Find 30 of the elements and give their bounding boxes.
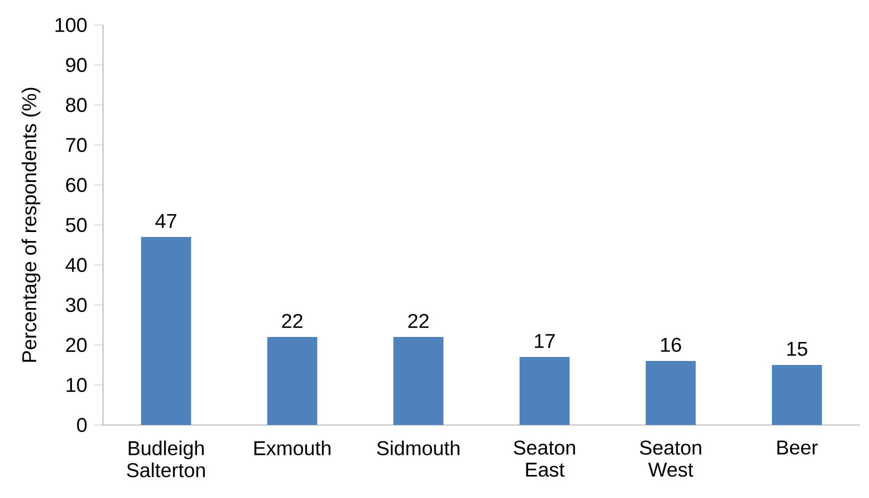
data-label: 22: [282, 314, 302, 328]
x-tick-label: Seaton West: [640, 440, 702, 477]
bar: [772, 364, 822, 425]
y-tick-label: 70: [66, 138, 87, 152]
data-label: 16: [661, 338, 681, 352]
data-label: 15: [787, 342, 808, 356]
y-tick-label: 50: [66, 218, 87, 232]
x-tick-label: Beer: [777, 440, 818, 455]
y-tick-label: 60: [66, 178, 87, 192]
y-axis-title: Percentage of respondents (%): [22, 88, 40, 362]
data-label: 22: [408, 314, 429, 328]
y-tick-label: 0: [77, 418, 87, 432]
y-tick-label: 30: [66, 298, 87, 312]
x-tick-label: Sidmouth: [377, 440, 460, 456]
data-label: 47: [155, 214, 176, 228]
data-label: 17: [534, 334, 555, 348]
y-tick-label: 80: [66, 98, 87, 112]
bar: [393, 336, 444, 425]
bar: [646, 360, 696, 425]
bar: [520, 356, 570, 425]
y-tick-label: 90: [66, 58, 87, 72]
y-tick-label: 40: [66, 258, 87, 272]
y-tick-label: 10: [66, 378, 87, 392]
y-tick-label: 100: [56, 18, 87, 32]
y-tick-label: 20: [66, 338, 87, 352]
bar: [267, 336, 318, 425]
x-tick-label: Exmouth: [254, 440, 330, 456]
bar: [141, 236, 192, 425]
x-tick-label: Seaton East: [514, 440, 575, 477]
x-tick-label: Budleigh Salterton: [126, 440, 205, 478]
